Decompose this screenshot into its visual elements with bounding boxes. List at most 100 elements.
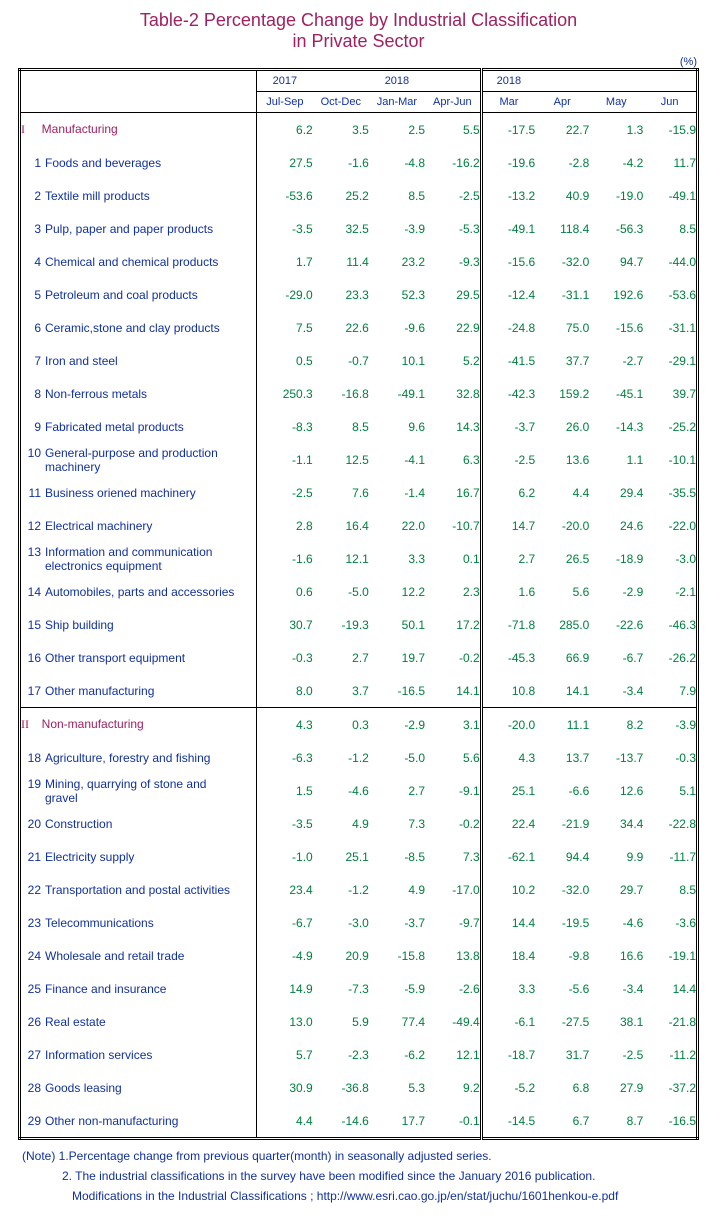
- value-cell: 12.6: [589, 774, 643, 807]
- value-cell: -4.1: [369, 443, 425, 476]
- hdr-m2-bot: Apr: [535, 92, 589, 113]
- row-label: 18Agriculture, forestry and fishing: [20, 741, 257, 774]
- value-cell: 7.5: [257, 311, 313, 344]
- value-cell: 250.3: [257, 377, 313, 410]
- row-label: 3Pulp, paper and paper products: [20, 212, 257, 245]
- table-row: 5Petroleum and coal products-29.023.352.…: [20, 278, 698, 311]
- row-label: 21Electricity supply: [20, 840, 257, 873]
- value-cell: -4.8: [369, 146, 425, 179]
- row-label: 20Construction: [20, 807, 257, 840]
- value-cell: -3.4: [589, 674, 643, 708]
- table-row: 24Wholesale and retail trade-4.920.9-15.…: [20, 939, 698, 972]
- value-cell: 7.6: [313, 476, 369, 509]
- value-cell: -14.5: [481, 1104, 535, 1139]
- value-cell: -29.1: [643, 344, 697, 377]
- value-cell: 20.9: [313, 939, 369, 972]
- value-cell: -5.6: [535, 972, 589, 1005]
- table-row: 9Fabricated metal products-8.38.59.614.3…: [20, 410, 698, 443]
- row-label: 4Chemical and chemical products: [20, 245, 257, 278]
- value-cell: -22.6: [589, 608, 643, 641]
- value-cell: -53.6: [257, 179, 313, 212]
- table-row: 10General-purpose and production machine…: [20, 443, 698, 476]
- value-cell: -2.1: [643, 575, 697, 608]
- value-cell: 3.7: [313, 674, 369, 708]
- value-cell: 25.2: [313, 179, 369, 212]
- value-cell: 4.9: [313, 807, 369, 840]
- value-cell: 1.3: [589, 113, 643, 147]
- value-cell: 22.0: [369, 509, 425, 542]
- value-cell: -13.7: [589, 741, 643, 774]
- value-cell: -9.7: [425, 906, 481, 939]
- value-cell: 5.3: [369, 1071, 425, 1104]
- table-row: 2Textile mill products-53.625.28.5-2.5-1…: [20, 179, 698, 212]
- value-cell: 12.2: [369, 575, 425, 608]
- value-cell: -1.0: [257, 840, 313, 873]
- section-row: I Manufacturing6.23.52.55.5-17.522.71.3-…: [20, 113, 698, 147]
- value-cell: 17.2: [425, 608, 481, 641]
- value-cell: -31.1: [643, 311, 697, 344]
- value-cell: -3.9: [369, 212, 425, 245]
- value-cell: -4.6: [313, 774, 369, 807]
- hdr-q3-bot: Jan-Mar: [369, 92, 425, 113]
- table-row: 29Other non-manufacturing4.4-14.617.7-0.…: [20, 1104, 698, 1139]
- value-cell: 30.9: [257, 1071, 313, 1104]
- value-cell: 16.6: [589, 939, 643, 972]
- value-cell: -56.3: [589, 212, 643, 245]
- value-cell: 8.5: [643, 212, 697, 245]
- value-cell: -1.4: [369, 476, 425, 509]
- value-cell: 0.5: [257, 344, 313, 377]
- value-cell: -6.1: [481, 1005, 535, 1038]
- value-cell: 14.4: [481, 906, 535, 939]
- value-cell: 7.3: [425, 840, 481, 873]
- value-cell: -6.6: [535, 774, 589, 807]
- value-cell: 14.1: [535, 674, 589, 708]
- value-cell: 18.4: [481, 939, 535, 972]
- value-cell: 17.7: [369, 1104, 425, 1139]
- value-cell: -15.6: [589, 311, 643, 344]
- value-cell: -3.0: [313, 906, 369, 939]
- row-label: 5Petroleum and coal products: [20, 278, 257, 311]
- value-cell: -2.3: [313, 1038, 369, 1071]
- value-cell: 23.4: [257, 873, 313, 906]
- value-cell: -2.7: [589, 344, 643, 377]
- title-line-2: in Private Sector: [292, 31, 424, 51]
- value-cell: -16.5: [643, 1104, 697, 1139]
- value-cell: -16.8: [313, 377, 369, 410]
- value-cell: 11.7: [643, 146, 697, 179]
- value-cell: -27.5: [535, 1005, 589, 1038]
- value-cell: -3.0: [643, 542, 697, 575]
- value-cell: 8.0: [257, 674, 313, 708]
- table-row: 12Electrical machinery2.816.422.0-10.714…: [20, 509, 698, 542]
- value-cell: -18.7: [481, 1038, 535, 1071]
- value-cell: 14.1: [425, 674, 481, 708]
- table-row: 4Chemical and chemical products1.711.423…: [20, 245, 698, 278]
- table-row: 20Construction-3.54.97.3-0.222.4-21.934.…: [20, 807, 698, 840]
- value-cell: 0.3: [313, 708, 369, 742]
- table-row: 28Goods leasing30.9-36.85.39.2-5.26.827.…: [20, 1071, 698, 1104]
- value-cell: -5.2: [481, 1071, 535, 1104]
- value-cell: -36.8: [313, 1071, 369, 1104]
- note-1: (Note) 1.Percentage change from previous…: [18, 1146, 699, 1166]
- table-row: 16Other transport equipment-0.32.719.7-0…: [20, 641, 698, 674]
- value-cell: -9.3: [425, 245, 481, 278]
- value-cell: 27.9: [589, 1071, 643, 1104]
- value-cell: 29.4: [589, 476, 643, 509]
- value-cell: 7.3: [369, 807, 425, 840]
- value-cell: -9.8: [535, 939, 589, 972]
- value-cell: 37.7: [535, 344, 589, 377]
- row-label: 13Information and communication electron…: [20, 542, 257, 575]
- value-cell: 26.0: [535, 410, 589, 443]
- value-cell: -20.0: [481, 708, 535, 742]
- row-label: 11Business oriened machinery: [20, 476, 257, 509]
- value-cell: -8.5: [369, 840, 425, 873]
- value-cell: -25.2: [643, 410, 697, 443]
- value-cell: -3.7: [369, 906, 425, 939]
- value-cell: -19.1: [643, 939, 697, 972]
- value-cell: 23.2: [369, 245, 425, 278]
- value-cell: 30.7: [257, 608, 313, 641]
- data-table: 2017 2018 2018 Jul-Sep Oct-Dec Jan-Mar A…: [18, 68, 699, 1140]
- table-row: 25Finance and insurance14.9-7.3-5.9-2.63…: [20, 972, 698, 1005]
- value-cell: -6.3: [257, 741, 313, 774]
- value-cell: 5.9: [313, 1005, 369, 1038]
- hdr-q3-top: 2018: [369, 70, 425, 92]
